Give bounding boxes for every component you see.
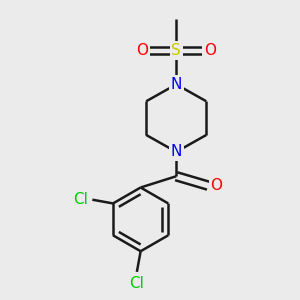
Text: O: O <box>210 178 222 193</box>
Text: N: N <box>171 144 182 159</box>
Text: S: S <box>171 43 181 58</box>
Text: O: O <box>136 43 148 58</box>
Text: N: N <box>171 77 182 92</box>
Text: Cl: Cl <box>73 192 88 207</box>
Text: O: O <box>204 43 216 58</box>
Text: Cl: Cl <box>129 276 144 291</box>
